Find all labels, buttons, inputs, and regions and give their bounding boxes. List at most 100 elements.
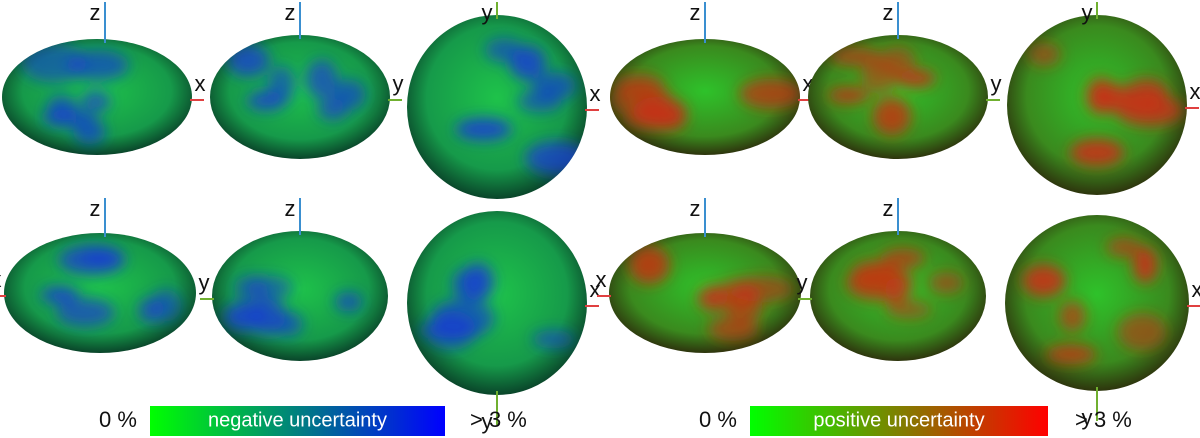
shape-view: zx [2, 0, 206, 155]
spot [880, 248, 926, 269]
spot [872, 97, 912, 136]
axis-label: x [596, 267, 607, 292]
uncertainty-spots [611, 73, 800, 131]
uncertainty-spots [827, 47, 936, 136]
spot [611, 81, 672, 118]
spot [850, 259, 898, 290]
colorbar-title: negative uncertainty [208, 409, 387, 431]
spot [46, 95, 78, 125]
spot [1115, 94, 1184, 126]
colorbar-max-label: > 3 % [1075, 407, 1132, 432]
spot [653, 113, 685, 131]
uncertainty-spots [223, 275, 363, 337]
axis-label: y [797, 270, 808, 295]
spot [21, 43, 87, 83]
spot [1069, 139, 1124, 167]
spot [1133, 246, 1158, 284]
colorbar-min-label: 0 % [699, 407, 737, 432]
uncertainty-spots [1022, 237, 1167, 365]
uncertainty-spots [1028, 42, 1184, 167]
axis-label: x [1192, 277, 1200, 302]
spot [227, 44, 270, 77]
spot [425, 310, 476, 350]
colorbar-max-label: > 3 % [470, 407, 527, 432]
shape-view: zx [596, 196, 801, 353]
spot [223, 301, 268, 332]
axis-label: z [690, 196, 701, 221]
spot [462, 262, 494, 301]
shape-view: yx [1007, 0, 1200, 195]
axis-label: y [482, 0, 493, 25]
axis-label: x [590, 81, 601, 106]
shape-view: yx [1005, 215, 1200, 430]
asteroid-body [1005, 215, 1189, 391]
spot [830, 47, 882, 66]
shape-view: zy [797, 196, 986, 361]
colorbar-min-label: 0 % [99, 407, 137, 432]
axis-label: x [1190, 79, 1200, 104]
axis-label: y [1082, 405, 1093, 430]
spot [517, 89, 562, 113]
spot [1045, 344, 1097, 365]
axis-label: z [285, 196, 296, 221]
colorbar [750, 406, 1048, 436]
shape-view: zx [610, 0, 814, 155]
uncertainty-spots [846, 248, 964, 319]
axis-label: x [0, 267, 2, 292]
axis-label: y [393, 71, 404, 96]
shape-view: zx [0, 196, 196, 353]
axis-label: x [195, 71, 206, 96]
shape-view: zy [199, 196, 388, 361]
colorbar-title: positive uncertainty [813, 409, 984, 431]
colorbar [150, 406, 445, 436]
spot [1106, 237, 1142, 257]
spot [40, 286, 79, 304]
spot [73, 118, 106, 145]
axis-label: z [285, 0, 296, 25]
axis-label: z [90, 196, 101, 221]
axis-label: x [803, 71, 814, 96]
spot [1028, 42, 1061, 67]
axis-label: y [1082, 0, 1093, 25]
uncertainty-spots [419, 262, 575, 350]
spot [305, 59, 338, 100]
spot [525, 141, 587, 176]
asteroid-body [407, 211, 587, 395]
shape-view: zy [210, 0, 404, 159]
uncertainty-spots [227, 44, 366, 121]
spot [234, 275, 269, 301]
shape-view: yx [407, 0, 601, 199]
spot [1085, 77, 1116, 115]
shape-view: zy [808, 0, 1002, 159]
spot [267, 65, 296, 105]
axis-label: y [991, 71, 1002, 96]
spot [861, 57, 899, 93]
spot [707, 317, 759, 342]
spot [827, 87, 870, 104]
uncertainty-spots [455, 37, 587, 176]
spot [317, 98, 348, 121]
uncertainty-spots [40, 245, 182, 327]
spot [56, 298, 115, 327]
spot [532, 330, 575, 349]
spot [1117, 312, 1167, 351]
spot [731, 275, 794, 303]
spot [334, 291, 363, 312]
spot [629, 245, 670, 285]
spot [150, 289, 182, 322]
asteroid-body [808, 35, 988, 159]
spot [455, 118, 512, 141]
spot [271, 311, 304, 337]
spot [1022, 264, 1066, 297]
spot [928, 271, 964, 294]
spot [884, 277, 909, 308]
asteroid-body [4, 233, 196, 353]
shape-view: yx [407, 211, 601, 434]
spot [895, 69, 936, 88]
spot [1059, 300, 1086, 332]
axis-label: z [90, 0, 101, 25]
uncertainty-spots [21, 43, 130, 145]
spot [81, 246, 123, 267]
axis-label: z [883, 0, 894, 25]
